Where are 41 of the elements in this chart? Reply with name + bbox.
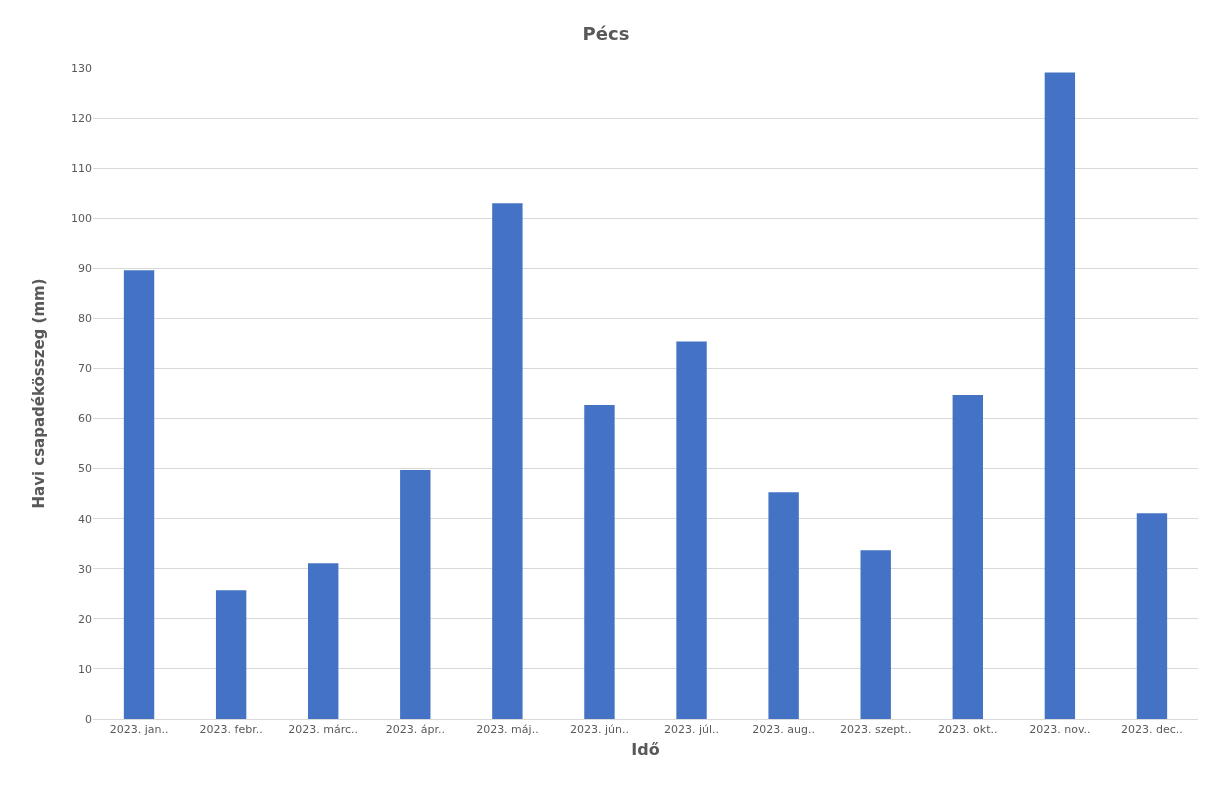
x-tick-label: 2023. nov..	[1029, 723, 1091, 737]
bar	[1136, 513, 1168, 719]
bar	[676, 341, 707, 719]
bar	[492, 203, 523, 719]
x-tick-label: 2023. márc..	[288, 723, 359, 737]
bar	[1044, 72, 1076, 719]
y-tick-label: 30	[78, 562, 92, 576]
x-tick-label: 2023. okt..	[938, 723, 998, 737]
bar	[123, 270, 155, 719]
x-tick-label: 2023. jún..	[569, 723, 629, 737]
y-tick-label: 100	[71, 212, 92, 226]
y-tick-label: 110	[71, 162, 92, 175]
bar	[308, 563, 339, 719]
bar	[860, 550, 891, 719]
x-tick-label: 2023. szept..	[839, 723, 912, 737]
x-tick-label: 2023. ápr..	[385, 723, 445, 737]
y-tick-label: 20	[78, 612, 92, 626]
y-tick-label: 40	[78, 512, 92, 526]
x-tick-label: 2023. aug..	[752, 723, 815, 737]
y-tick-label: 120	[71, 111, 92, 125]
bar	[215, 590, 247, 719]
y-tick-label: 130	[71, 61, 92, 75]
x-tick-label: 2023. dec..	[1121, 723, 1183, 737]
bar	[400, 470, 431, 719]
x-tick-label: 2023. jan..	[109, 723, 169, 737]
bar	[584, 405, 615, 719]
y-tick-label: 10	[78, 662, 92, 676]
chart-title: Pécs	[582, 23, 630, 45]
y-tick-label: 60	[78, 412, 92, 426]
x-axis-title: Idő	[631, 739, 660, 759]
x-tick-label: 2023. febr..	[199, 723, 263, 737]
x-tick-label: 2023. máj..	[476, 723, 539, 737]
bar	[768, 492, 799, 719]
y-tick-label: 50	[78, 462, 92, 476]
bar	[952, 395, 983, 719]
y-axis-title: Havi csapadékösszeg (mm)	[30, 278, 49, 509]
y-tick-label: 80	[78, 312, 92, 326]
y-tick-label: 70	[78, 362, 92, 376]
y-tick-label: 0	[85, 712, 92, 726]
x-tick-label: 2023. júl..	[664, 723, 720, 737]
y-tick-label: 90	[78, 262, 92, 276]
